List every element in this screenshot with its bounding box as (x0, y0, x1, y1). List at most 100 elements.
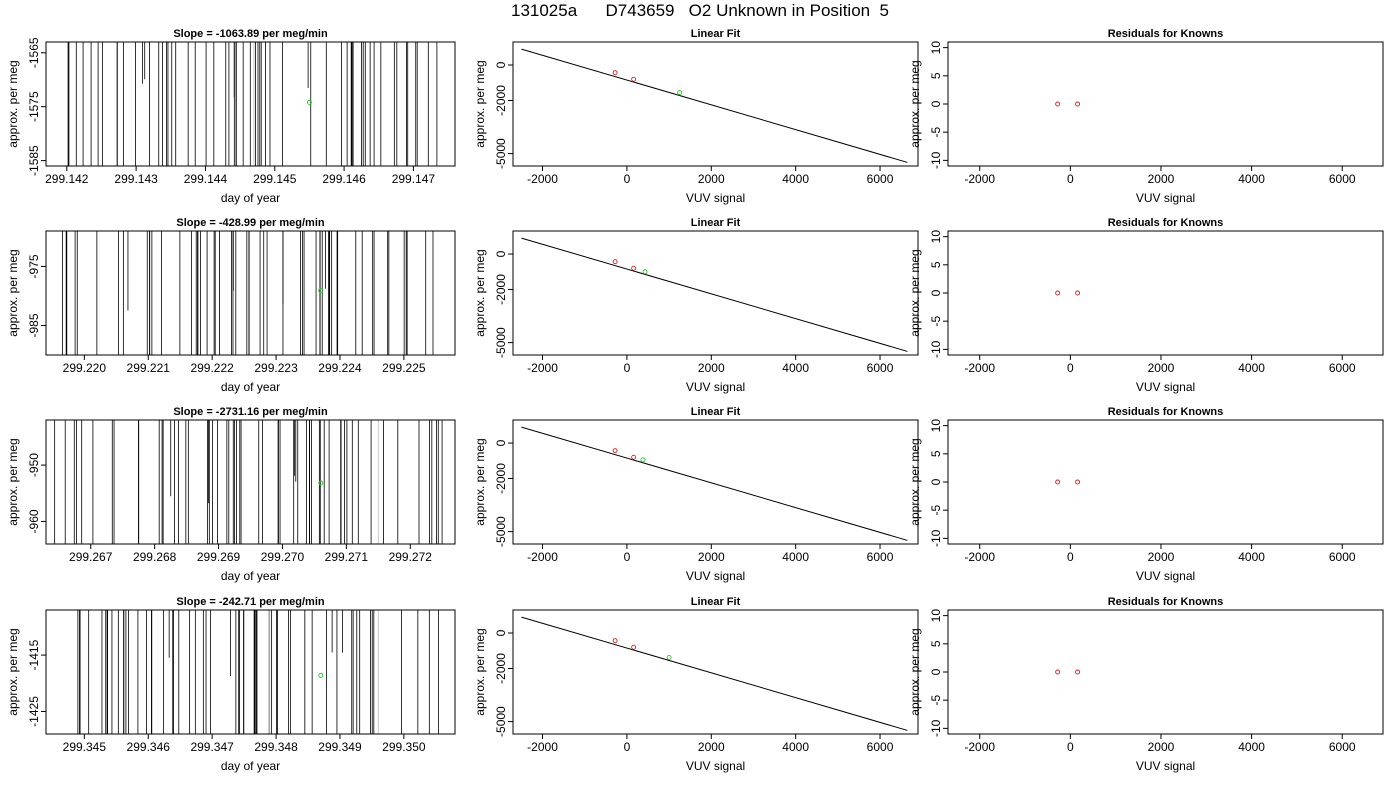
y-tick-label: -5000 (494, 516, 508, 547)
x-tick-label: 299.269 (197, 550, 241, 564)
x-axis-label: VUV signal (686, 191, 745, 205)
y-tick-label: 10 (929, 419, 943, 433)
fit-line (521, 237, 908, 352)
known-point (612, 448, 618, 454)
x-tick-label: 4000 (782, 550, 809, 564)
x-tick-label: 0 (1067, 550, 1074, 564)
y-tick-label: 0 (494, 250, 508, 257)
y-tick-label: -5000 (494, 706, 508, 737)
unknown-point (318, 288, 324, 294)
y-axis-label: approx. per meg (6, 628, 20, 715)
x-tick-label: 299.145 (253, 172, 297, 186)
x-tick-label: -2000 (964, 172, 995, 186)
known-point (631, 265, 637, 271)
unknown-point (666, 655, 672, 660)
x-tick-label: 299.271 (325, 550, 369, 564)
residual-point (1055, 101, 1061, 107)
unknown-point (642, 269, 648, 275)
panel-title: Residuals for Knowns (1108, 596, 1224, 608)
y-axis-label: approx. per meg (473, 438, 487, 525)
x-tick-label: 299.272 (389, 550, 433, 564)
y-tick-label: -1565 (27, 37, 41, 68)
y-tick-label: -5000 (494, 138, 508, 169)
x-axis-label: VUV signal (1136, 380, 1195, 394)
x-tick-label: 0 (624, 361, 631, 375)
fit-line (521, 616, 908, 731)
x-tick-label: 299.222 (190, 361, 234, 375)
y-tick-label: -975 (27, 254, 41, 278)
x-tick-label: 299.346 (127, 740, 171, 754)
plot-frame (947, 419, 1384, 545)
unknown-point (318, 672, 324, 678)
unknown-point (677, 90, 683, 95)
y-tick-label: 5 (929, 450, 943, 457)
x-tick-label: 299.349 (318, 740, 362, 754)
x-tick-label: 299.147 (392, 172, 436, 186)
x-tick-label: 0 (1067, 740, 1074, 754)
y-tick-label: 0 (929, 478, 943, 485)
x-tick-label: -2000 (527, 740, 558, 754)
x-tick-label: 2000 (1148, 172, 1175, 186)
y-axis-label: approx. per meg (908, 249, 922, 336)
x-axis-label: VUV signal (686, 759, 745, 773)
residual-point (1055, 479, 1061, 485)
x-tick-label: 299.143 (114, 172, 158, 186)
y-tick-label: 10 (929, 41, 943, 55)
y-axis-label: approx. per meg (908, 438, 922, 525)
y-axis-label: approx. per meg (6, 60, 20, 147)
y-tick-label: 0 (494, 61, 508, 68)
residual-point (1075, 479, 1081, 485)
y-axis-label: approx. per meg (473, 628, 487, 715)
x-tick-label: -2000 (964, 550, 995, 564)
y-axis-label: approx. per meg (908, 60, 922, 147)
panel-title: Slope = -2731.16 per meg/min (173, 406, 328, 418)
residual-point (1075, 669, 1081, 675)
panel-title: Slope = -1063.89 per meg/min (173, 28, 328, 40)
fit-line (521, 48, 908, 163)
y-tick-label: 5 (929, 72, 943, 79)
x-tick-label: 6000 (1329, 172, 1356, 186)
y-tick-label: 10 (929, 230, 943, 244)
x-tick-label: 299.224 (318, 361, 362, 375)
x-tick-label: 299.270 (261, 550, 305, 564)
x-tick-label: 0 (624, 172, 631, 186)
y-tick-label: -1575 (27, 91, 41, 122)
x-tick-label: 0 (1067, 172, 1074, 186)
x-tick-label: 299.268 (133, 550, 177, 564)
x-tick-label: -2000 (964, 361, 995, 375)
x-tick-label: -2000 (527, 361, 558, 375)
x-axis-label: VUV signal (686, 569, 745, 583)
y-tick-label: -10 (929, 719, 943, 737)
x-tick-label: 299.221 (127, 361, 171, 375)
x-axis-label: day of year (221, 569, 280, 583)
x-tick-label: 299.345 (63, 740, 107, 754)
residuals-panel-1: Residuals for Knowns -2000 0 2000 4000 6000 VU… (908, 28, 1384, 205)
y-tick-label: 0 (929, 100, 943, 107)
panel-title: Residuals for Knowns (1108, 406, 1224, 418)
x-tick-label: 4000 (1238, 550, 1265, 564)
y-tick-label: 0 (494, 629, 508, 636)
residual-point (1075, 290, 1081, 296)
panel-title: Residuals for Knowns (1108, 217, 1224, 229)
y-axis-label: approx. per meg (6, 438, 20, 525)
y-axis-label: approx. per meg (473, 249, 487, 336)
panel-title: Linear Fit (691, 217, 741, 229)
x-tick-label: 299.347 (190, 740, 234, 754)
plot-frame (947, 230, 1384, 356)
time-trace-panel-4: Slope = -242.71 per meg/min 299.345 299.34… (6, 596, 456, 773)
x-tick-label: 2000 (1148, 550, 1175, 564)
y-axis-label: approx. per meg (473, 60, 487, 147)
x-tick-label: 4000 (782, 172, 809, 186)
plot-frame (947, 41, 1384, 167)
x-tick-label: 299.348 (254, 740, 298, 754)
y-tick-label: -5 (929, 316, 943, 327)
x-tick-label: 4000 (782, 361, 809, 375)
known-point (612, 70, 618, 76)
x-axis-label: day of year (221, 380, 280, 394)
x-tick-label: 299.267 (69, 550, 113, 564)
x-tick-label: 2000 (698, 172, 725, 186)
x-tick-label: 6000 (867, 361, 894, 375)
x-tick-label: 299.223 (254, 361, 298, 375)
y-tick-label: -2000 (494, 463, 508, 494)
